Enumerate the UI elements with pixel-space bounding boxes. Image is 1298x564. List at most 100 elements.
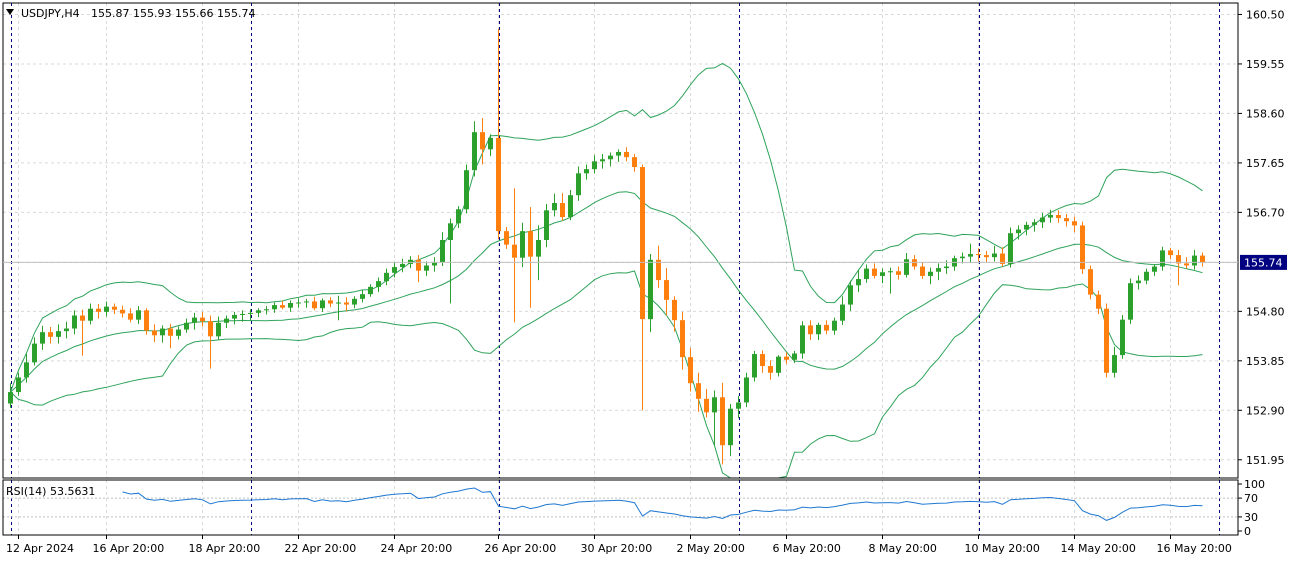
candle-body	[136, 310, 141, 320]
candle-body	[240, 313, 245, 315]
candle-body	[48, 332, 53, 337]
candle-body	[1056, 214, 1061, 219]
candle-body	[416, 259, 421, 271]
candle-body	[816, 324, 821, 335]
candle-body	[808, 325, 813, 335]
candle-body	[1088, 269, 1093, 295]
rsi-tick-label: 70	[1244, 492, 1258, 505]
ohlc-label: 155.87 155.93 155.66 155.74	[91, 7, 255, 20]
candle-body	[400, 263, 405, 268]
candle-body	[1192, 255, 1197, 266]
candle-body	[880, 272, 885, 276]
candle-body	[176, 329, 181, 336]
candle-body	[472, 132, 477, 171]
candle-body	[1128, 283, 1133, 320]
current-price-tag	[1240, 254, 1287, 270]
candle-body	[360, 294, 365, 299]
candle-body	[232, 314, 237, 319]
candle-body	[296, 302, 301, 304]
candle-body	[216, 322, 221, 337]
candle-body	[280, 305, 285, 308]
candle-body	[40, 332, 45, 344]
candle-body	[592, 161, 597, 170]
price-tick-label: 152.90	[1246, 404, 1285, 417]
collapse-arrow-icon[interactable]	[6, 9, 14, 15]
candle-body	[1104, 308, 1109, 373]
time-tick-label: 2 May 20:00	[677, 542, 745, 555]
candle-body	[1048, 214, 1053, 218]
candle-body	[384, 272, 389, 282]
candle-body	[488, 137, 493, 150]
candle-body	[736, 402, 741, 409]
time-axis: 12 Apr 2024 16 Apr 20:00 18 Apr 20:00 22 Ap…	[6, 535, 1232, 555]
candle-body	[600, 159, 605, 162]
candle-body	[1136, 280, 1141, 284]
candle-body	[576, 173, 581, 196]
candle-body	[192, 317, 197, 323]
candle-body	[368, 286, 373, 295]
candle-body	[784, 356, 789, 360]
candle-body	[680, 320, 685, 358]
candle-body	[376, 281, 381, 287]
candle-body	[840, 304, 845, 321]
candle-body	[744, 377, 749, 403]
candle-body	[768, 366, 773, 373]
candle-body	[560, 203, 565, 218]
price-tick-label: 160.50	[1246, 8, 1285, 21]
candle-body	[752, 354, 757, 378]
candle-body	[832, 320, 837, 331]
candle-body	[464, 170, 469, 210]
candle-body	[1144, 271, 1149, 281]
candle-body	[456, 209, 461, 224]
candle-body	[1112, 355, 1117, 373]
rsi-tick-label: 100	[1244, 478, 1265, 491]
candlesticks	[8, 29, 1205, 465]
candle-body	[32, 343, 37, 363]
candle-body	[184, 322, 189, 330]
candle-body	[896, 271, 901, 275]
candle-body	[264, 309, 269, 311]
candle-body	[912, 259, 917, 267]
candle-body	[904, 259, 909, 275]
candle-body	[640, 167, 645, 320]
candle-body	[992, 253, 997, 258]
candle-body	[1184, 263, 1189, 266]
candle-body	[496, 137, 501, 232]
candle-body	[632, 157, 637, 168]
rsi-panel-border	[2, 479, 1239, 536]
candle-body	[984, 255, 989, 258]
candle-body	[696, 383, 701, 399]
candle-body	[1000, 253, 1005, 264]
candle-body	[544, 210, 549, 240]
chart-frame	[2, 2, 1239, 536]
time-tick-label: 26 Apr 20:00	[485, 542, 557, 555]
candle-body	[872, 268, 877, 276]
candle-body	[760, 354, 765, 367]
candle-body	[288, 303, 293, 308]
current-price-label: 155.74	[1244, 256, 1283, 269]
candle-body	[200, 317, 205, 322]
time-tick-label: 6 May 20:00	[773, 542, 841, 555]
bollinger-upper-line	[10, 62, 1203, 393]
candle-body	[928, 271, 933, 276]
candle-body	[656, 259, 661, 281]
candle-body	[888, 271, 893, 273]
candle-body	[552, 203, 557, 211]
candle-body	[1064, 218, 1069, 222]
time-tick-label: 18 Apr 20:00	[189, 542, 261, 555]
candle-body	[424, 265, 429, 271]
candle-body	[1024, 224, 1029, 230]
candle-body	[856, 279, 861, 286]
candle-body	[16, 377, 21, 393]
candle-body	[568, 195, 573, 218]
candle-body	[520, 231, 525, 258]
price-tick-label: 156.70	[1246, 206, 1285, 219]
candle-body	[512, 244, 517, 258]
candle-body	[800, 325, 805, 354]
price-tick-label: 151.95	[1246, 454, 1285, 467]
candle-body	[504, 231, 509, 245]
candle-body	[720, 397, 725, 446]
candle-body	[248, 312, 253, 314]
